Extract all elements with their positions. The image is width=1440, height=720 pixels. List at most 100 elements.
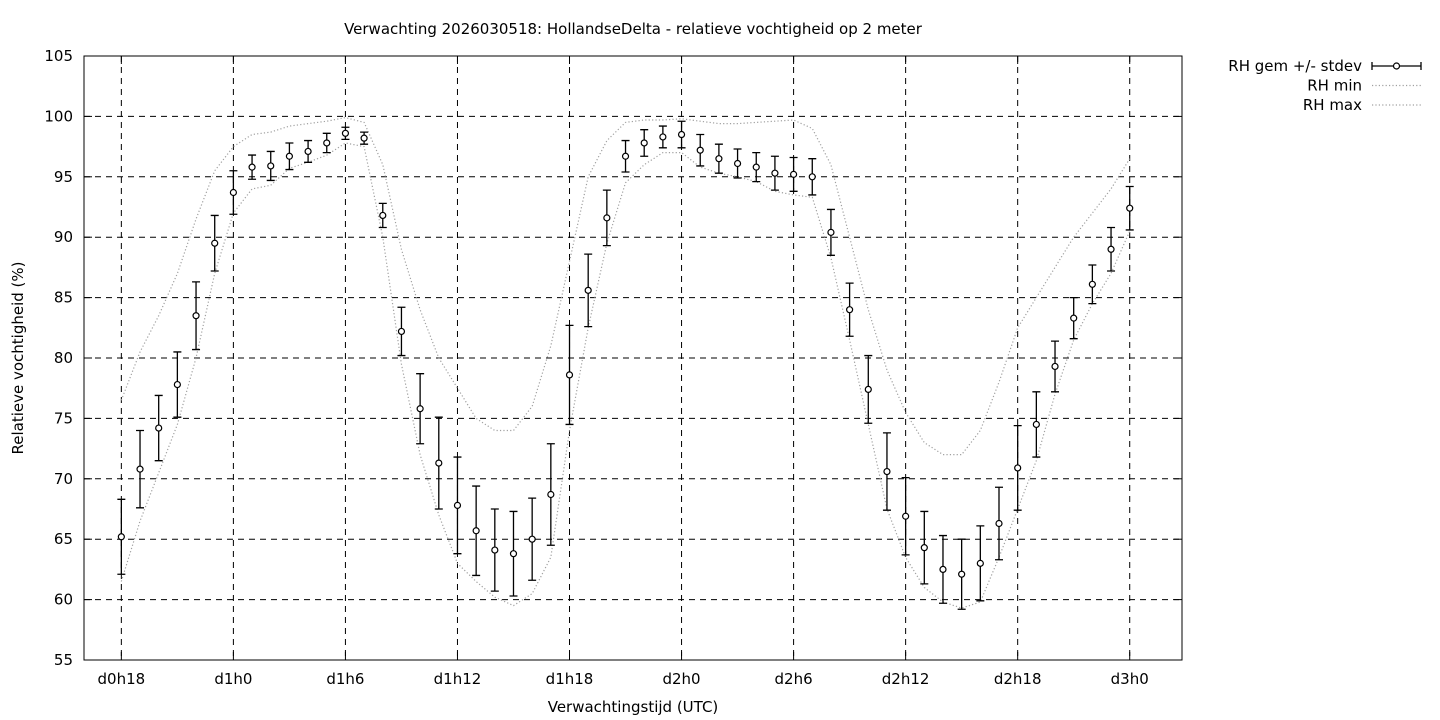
- data-point: [453, 456, 462, 555]
- data-point: [845, 282, 854, 337]
- mean-marker: [621, 152, 630, 160]
- data-point: [789, 156, 798, 192]
- mean-marker: [547, 490, 555, 499]
- data-point: [1069, 296, 1078, 340]
- data-point: [882, 432, 891, 511]
- mean-marker: [1070, 314, 1078, 322]
- data-point: [1032, 391, 1041, 458]
- data-point: [995, 486, 1003, 561]
- mean-marker: [565, 371, 574, 379]
- x-tick-label: d2h0: [662, 670, 700, 688]
- data-point: [696, 133, 705, 167]
- error-bars: [117, 120, 1134, 610]
- data-point: [248, 154, 257, 180]
- data-point: [864, 354, 873, 424]
- x-tick-label: d0h18: [98, 670, 146, 688]
- y-tick-label: 100: [44, 107, 73, 125]
- x-tick-label: d2h6: [775, 670, 813, 688]
- mean-marker: [640, 139, 648, 147]
- y-tick-label: 95: [54, 168, 73, 186]
- x-axis-ticks: d0h18 d1h0 d1h6 d1h12 d1h18 d2h0 d2h6 d2h12 d2h1…: [98, 56, 1149, 688]
- mean-marker: [584, 286, 592, 294]
- data-point: [1107, 226, 1116, 272]
- mean-marker: [1126, 204, 1134, 212]
- legend-label: RH max: [1303, 96, 1362, 114]
- data-point: [1051, 340, 1060, 393]
- data-point: [640, 129, 649, 157]
- x-axis-label: Verwachtingstijd (UTC): [548, 698, 719, 716]
- data-point: [229, 170, 238, 215]
- legend-marker: [1392, 62, 1401, 70]
- mean-marker: [846, 306, 854, 314]
- y-tick-label: 70: [54, 470, 73, 488]
- data-point: [565, 324, 574, 426]
- mean-marker: [155, 424, 163, 432]
- data-point: [472, 485, 481, 577]
- mean-marker: [883, 467, 891, 476]
- data-point: [770, 155, 779, 191]
- legend-label: RH gem +/- stdev: [1228, 57, 1362, 75]
- data-point: [397, 306, 406, 357]
- y-axis-ticks: 55 60 65 70 75 80 85 90 95 100 105: [44, 47, 1182, 669]
- mean-marker: [1051, 362, 1059, 371]
- mean-marker: [976, 559, 984, 567]
- mean-marker: [509, 550, 518, 558]
- mean-marker: [416, 405, 424, 413]
- y-axis-label: Relatieve vochtigheid (%): [9, 261, 27, 454]
- mean-marker: [211, 239, 219, 247]
- data-point: [957, 538, 966, 610]
- mean-marker: [1107, 245, 1115, 253]
- mean-marker: [491, 546, 499, 554]
- range-lines: [120, 116, 1131, 609]
- mean-marker: [435, 459, 443, 467]
- mean-marker: [864, 385, 872, 394]
- plot-frame: [83, 55, 1183, 661]
- series-line-rh-max: [120, 116, 1131, 456]
- data-point: [341, 126, 350, 141]
- mean-marker: [733, 159, 742, 168]
- data-point: [901, 476, 910, 556]
- mean-marker: [229, 188, 237, 197]
- mean-marker: [528, 535, 536, 543]
- data-point: [173, 351, 182, 418]
- data-point: [546, 443, 555, 546]
- data-point: [826, 208, 835, 256]
- data-point: [976, 525, 985, 602]
- mean-marker: [285, 152, 294, 160]
- x-tick-label: d1h12: [434, 670, 482, 688]
- mean-marker: [379, 211, 387, 220]
- x-tick-label: d2h12: [882, 670, 930, 688]
- mean-marker: [1014, 464, 1022, 472]
- mean-marker: [696, 146, 704, 154]
- mean-marker: [248, 163, 256, 171]
- mean-marker: [472, 527, 480, 535]
- mean-marker: [1088, 280, 1096, 288]
- data-point: [360, 131, 369, 145]
- data-point: [677, 120, 686, 149]
- y-tick-label: 55: [54, 651, 73, 669]
- mean-marker: [752, 163, 760, 171]
- data-point: [154, 394, 163, 462]
- data-point: [509, 510, 518, 597]
- data-point: [490, 508, 499, 592]
- mean-marker: [827, 228, 835, 236]
- mean-marker: [995, 519, 1003, 528]
- data-point: [1088, 264, 1097, 305]
- mean-marker: [808, 173, 816, 181]
- data-point: [117, 498, 126, 575]
- data-point: [602, 189, 611, 247]
- data-point: [434, 416, 443, 510]
- mean-marker: [771, 169, 779, 177]
- mean-marker: [659, 133, 667, 141]
- data-point: [322, 132, 331, 154]
- data-point: [136, 429, 145, 509]
- data-point: [528, 497, 537, 581]
- data-point: [752, 151, 761, 183]
- mean-marker: [677, 130, 686, 139]
- y-tick-label: 80: [54, 349, 73, 367]
- y-tick-label: 90: [54, 228, 73, 246]
- mean-marker: [304, 147, 312, 156]
- data-point: [192, 281, 201, 351]
